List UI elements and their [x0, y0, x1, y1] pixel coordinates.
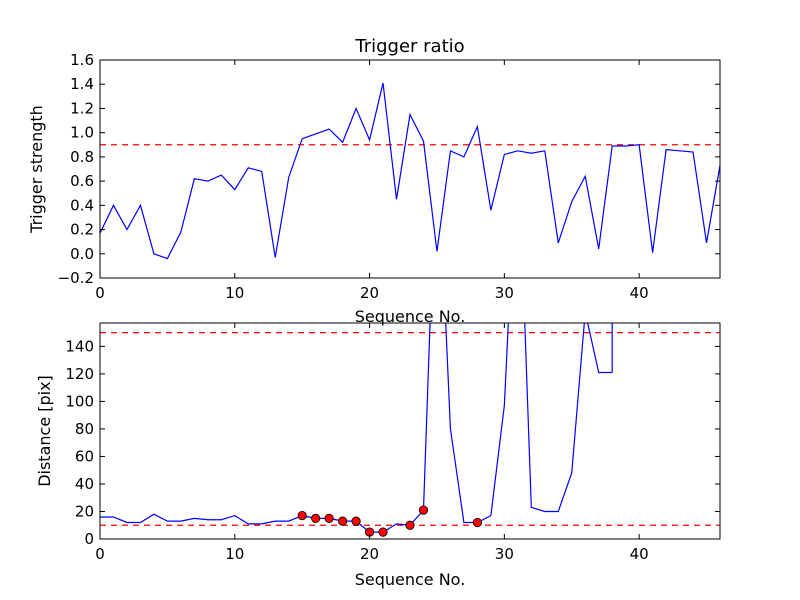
bottom-y-tick-label: 40	[75, 475, 94, 493]
bottom-chart: 0 10 20 30 40 0 20 40 60 80 100 120 140 Sequence No.…	[35, 322, 721, 589]
bottom-y-tick-label: 140	[65, 337, 94, 355]
bottom-y-tick-label: 60	[75, 447, 94, 465]
bottom-x-tick-label: 30	[495, 545, 514, 563]
top-chart-title: Trigger ratio	[354, 36, 464, 57]
bottom-y-tick-label: 0	[84, 530, 94, 548]
top-chart: Trigger ratio 0 10 20 30 40 −0.2 0.0 0.2 0.4 0.6 0…	[27, 36, 721, 326]
bottom-y-axis-label: Distance [pix]	[35, 375, 54, 487]
bottom-marker-point	[378, 527, 388, 537]
bottom-marker-point	[472, 517, 482, 528]
top-series-line	[100, 82, 720, 260]
bottom-y-tick-label: 20	[75, 502, 94, 520]
bottom-x-tick-label: 10	[225, 545, 244, 563]
bottom-marker-point	[338, 516, 348, 526]
top-plot-frame	[99, 59, 721, 279]
top-x-tick-label: 10	[225, 284, 244, 302]
bottom-x-axis-label: Sequence No.	[355, 570, 466, 589]
top-y-tick-label: 1.6	[70, 51, 94, 69]
bottom-series-line	[100, 323, 613, 533]
bottom-marker-point	[311, 513, 321, 523]
bottom-x-tick-label: 0	[95, 545, 105, 563]
top-x-axis-label: Sequence No.	[355, 307, 466, 326]
top-x-tick-label: 20	[360, 284, 379, 302]
bottom-marker-point	[324, 513, 334, 523]
bottom-y-tick-label: 100	[65, 392, 94, 410]
top-y-tick-label: 0.8	[70, 148, 94, 166]
top-y-tick-label: 1.0	[70, 124, 94, 142]
top-y-axis-label: Trigger strength	[27, 105, 46, 234]
bottom-y-tick-label: 120	[65, 365, 94, 383]
bottom-marker-point	[297, 511, 307, 521]
top-x-tick-label: 40	[630, 284, 649, 302]
top-y-tick-label: 0.0	[70, 245, 94, 263]
bottom-marker-point	[351, 516, 361, 526]
bottom-x-tick-label: 20	[360, 545, 379, 563]
bottom-x-tick-label: 40	[630, 545, 649, 563]
bottom-y-tick-label: 80	[75, 420, 94, 438]
top-x-tick-label: 30	[495, 284, 514, 302]
top-y-tick-label: 1.4	[70, 75, 94, 93]
top-x-tick-label: 0	[95, 284, 105, 302]
bottom-marker-point	[418, 505, 429, 515]
top-y-tick-label: 0.6	[70, 172, 94, 190]
bottom-plot-frame	[99, 322, 721, 540]
top-y-tick-label: −0.2	[58, 269, 94, 287]
top-y-tick-label: 1.2	[70, 99, 94, 117]
top-y-tick-label: 0.2	[70, 221, 94, 239]
bottom-marker-point	[405, 520, 415, 530]
top-y-tick-label: 0.4	[70, 196, 94, 214]
